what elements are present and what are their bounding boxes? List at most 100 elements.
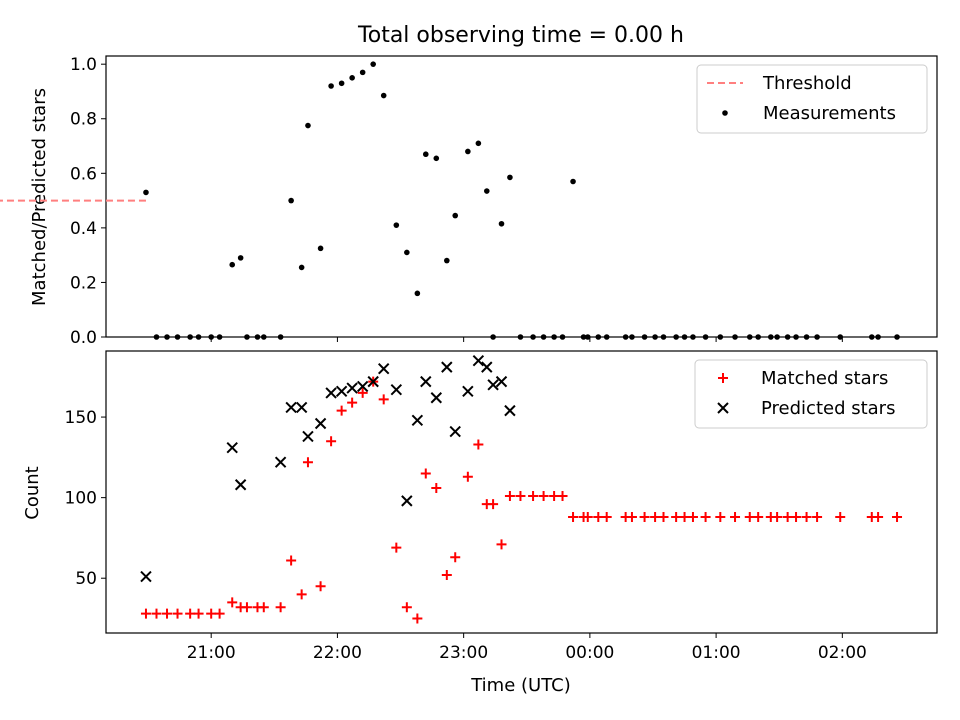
x-tick-label: 02:00 [818,643,867,663]
x-axis-label: Time (UTC) [470,675,571,696]
data-point [462,471,473,482]
data-point [195,334,202,340]
y-tick-label: 1.0 [70,55,97,75]
data-point [732,334,738,340]
data-point [449,425,461,438]
data-point [367,375,379,388]
legend-swatch [718,373,728,383]
data-point [515,491,526,502]
data-point [336,405,347,416]
series-measurements [143,61,900,340]
data-point [772,511,783,522]
data-point [391,542,402,553]
bottom-y-axis-label: Count [22,466,43,519]
data-point [296,589,307,600]
data-point [626,511,637,522]
legend-label: Measurements [763,103,896,124]
data-point [302,430,314,443]
data-point [496,539,507,550]
data-point [593,511,604,522]
data-point [629,334,635,340]
data-point [875,334,881,340]
data-point [401,602,412,613]
data-point [517,334,524,340]
data-point [700,511,711,522]
data-point [216,334,223,340]
y-tick-label: 0.8 [70,110,97,130]
y-tick-label: 50 [75,569,97,589]
data-point [488,499,499,510]
y-tick-label: 100 [65,489,97,509]
data-point [490,334,496,340]
data-point [660,334,667,340]
legend-frame [694,359,928,429]
data-point [557,491,568,502]
data-point [288,197,294,204]
data-point [193,608,204,619]
data-point [370,61,376,67]
x-tick-label: 21:00 [187,643,236,663]
data-point [768,334,774,340]
data-point [782,511,793,522]
data-point [504,491,515,502]
series-matched-stars [140,376,903,624]
data-point [472,354,485,367]
data-point [584,334,591,340]
legend: Matched stars Predicted stars [694,359,928,429]
data-point [404,249,410,256]
data-point [730,511,741,522]
data-point [377,363,390,375]
data-point [498,220,505,227]
data-point [328,83,334,89]
data-point [214,608,225,619]
panel-ratio: 0.0 0.2 0.4 0.6 0.8 1.0 Threshold Measurements [0,55,938,348]
data-point [892,511,903,522]
data-point [658,511,669,522]
data-point [420,468,431,479]
data-point [473,439,484,450]
axes-frame [105,350,938,634]
data-point [441,361,453,373]
legend-swatch [722,110,728,116]
data-point [746,334,753,340]
data-point [652,334,658,340]
data-point [227,597,238,608]
data-point [753,511,764,522]
data-point [314,417,327,430]
data-point [206,608,217,619]
data-point [650,511,661,522]
data-point [412,613,423,624]
data-point [582,511,593,522]
data-point [420,375,432,388]
data-point [359,69,366,76]
data-point [475,140,482,147]
y-tick-label: 150 [65,408,97,428]
data-point [346,382,358,394]
data-point [487,379,499,391]
data-point [140,570,152,583]
data-point [185,608,196,619]
data-point [568,511,579,522]
data-point [422,151,429,158]
data-point [338,80,345,87]
data-point [302,457,313,468]
x-tick-label: 01:00 [692,643,741,663]
legend-label: Threshold [762,73,852,94]
data-point [274,456,287,468]
data-point [580,334,587,340]
data-point [285,401,297,414]
data-point [495,375,508,388]
data-point [234,479,247,491]
x-tick-label: 00:00 [565,643,614,663]
data-point [347,397,358,408]
data-point [450,552,461,563]
data-point [174,334,181,340]
data-point [641,334,648,340]
data-point [258,602,269,613]
data-point [357,387,368,398]
x-tick-label: 22:00 [313,643,362,663]
data-point [481,361,493,373]
data-point [549,491,560,502]
data-point [275,602,286,613]
data-point [431,482,442,493]
